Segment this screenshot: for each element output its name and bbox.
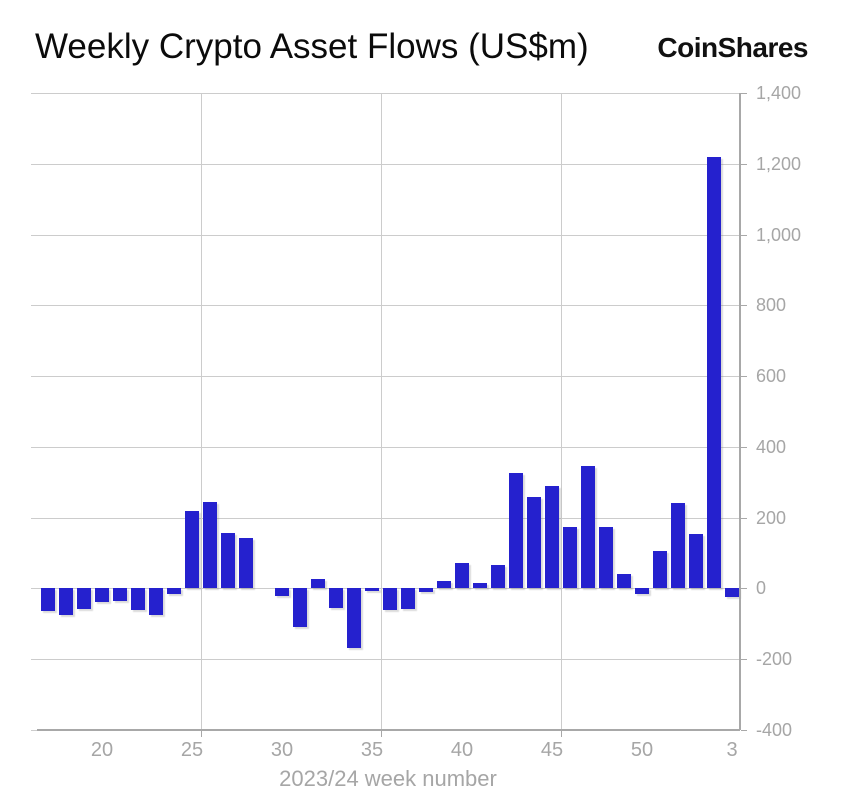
x-tick-label: 40 <box>450 739 474 761</box>
y-axis-tick <box>741 163 747 165</box>
bar-week-43 <box>509 473 523 589</box>
y-tick-label: 1,400 <box>756 83 802 103</box>
bar-week-49 <box>617 574 631 589</box>
y-tick-label: 1,200 <box>756 153 802 174</box>
v-gridline <box>201 93 202 730</box>
left-tick <box>31 163 37 165</box>
plot-area <box>31 93 747 737</box>
y-tick-label: -400 <box>756 720 793 740</box>
h-gridline <box>37 446 740 448</box>
x-tick-label: 50 <box>630 739 654 761</box>
bar-week-31 <box>293 588 307 627</box>
y-tick-label: 800 <box>756 295 787 316</box>
bar-week-18 <box>59 588 73 615</box>
right-axis-line <box>739 93 741 730</box>
bar-week-19 <box>77 588 91 609</box>
h-gridline <box>37 376 740 378</box>
bar-week-20 <box>95 588 109 602</box>
left-tick <box>31 234 37 236</box>
x-tick-label: 30 <box>270 739 294 761</box>
bar-week-22 <box>131 588 145 611</box>
bar-week-52 <box>671 502 685 589</box>
left-tick <box>31 93 37 94</box>
bar-week-44 <box>527 496 541 589</box>
bar-week-3 <box>725 588 739 597</box>
bar-week-36 <box>383 588 397 610</box>
y-tick-label: 1,000 <box>756 224 802 245</box>
x-axis-tick <box>201 730 202 737</box>
bar-week-48 <box>599 526 613 589</box>
h-gridline <box>37 659 740 661</box>
bar-week-17 <box>41 588 55 612</box>
h-gridline <box>37 305 740 307</box>
v-gridline <box>381 93 382 730</box>
h-gridline <box>37 234 740 236</box>
y-tick-label: 600 <box>756 366 787 387</box>
bar-week-25 <box>185 511 199 589</box>
chart-title: Weekly Crypto Asset Flows (US$m) <box>35 27 589 66</box>
coinshares-logo: CoinShares <box>657 32 808 63</box>
bar-week-33 <box>329 588 343 608</box>
bar-week-26 <box>203 501 217 589</box>
h-gridline <box>37 517 740 519</box>
y-axis-tick <box>741 588 747 590</box>
bar-week-28 <box>239 538 253 589</box>
y-axis-tick <box>741 730 747 731</box>
bar-week-23 <box>149 588 163 615</box>
y-axis-tick <box>741 234 747 236</box>
bar-week-34 <box>347 588 361 649</box>
bar-week-27 <box>221 532 235 589</box>
left-tick <box>31 376 37 378</box>
x-tick-label: 20 <box>90 739 114 761</box>
left-tick <box>31 730 37 731</box>
bottom-axis-line <box>37 729 740 731</box>
bar-week-32 <box>311 578 325 589</box>
y-tick-label: 400 <box>756 436 787 457</box>
y-tick-label: -200 <box>756 649 793 670</box>
y-axis-tick <box>741 446 747 448</box>
x-tick-label: 45 <box>540 739 564 761</box>
bar-week-50 <box>635 588 649 594</box>
bar-week-38 <box>419 588 433 593</box>
bar-week-24 <box>167 588 181 594</box>
left-tick <box>31 446 37 448</box>
x-tick-label: 35 <box>360 739 384 761</box>
bar-week-1 <box>689 534 703 589</box>
y-tick-label: 200 <box>756 507 787 528</box>
y-axis-tick <box>741 659 747 661</box>
h-gridline <box>37 163 740 165</box>
y-tick-label: 0 <box>756 578 767 599</box>
bar-week-47 <box>581 465 595 589</box>
y-axis-tick <box>741 376 747 378</box>
bar-week-51 <box>653 551 667 589</box>
bar-week-2 <box>707 156 721 589</box>
bar-week-39 <box>437 581 451 589</box>
y-axis-tick <box>741 517 747 519</box>
x-tick-label: 3 <box>726 739 738 761</box>
y-axis-tick <box>741 305 747 307</box>
x-axis-tick <box>561 730 562 737</box>
x-axis-title: 2023/24 week number <box>279 766 497 791</box>
bar-week-30 <box>275 588 289 596</box>
bar-week-21 <box>113 588 127 602</box>
bar-week-42 <box>491 565 505 589</box>
h-gridline <box>37 93 740 94</box>
y-axis-tick <box>741 93 747 94</box>
bar-week-41 <box>473 583 487 589</box>
v-gridline <box>561 93 562 730</box>
left-tick <box>31 517 37 519</box>
left-tick <box>31 659 37 661</box>
bar-week-46 <box>563 526 577 589</box>
bar-week-37 <box>401 588 415 609</box>
bar-week-40 <box>455 562 469 589</box>
bar-week-35 <box>365 588 379 592</box>
x-axis-tick <box>381 730 382 737</box>
left-tick <box>31 305 37 307</box>
bar-week-45 <box>545 485 559 589</box>
left-tick <box>31 588 37 590</box>
x-tick-label: 25 <box>180 739 204 761</box>
